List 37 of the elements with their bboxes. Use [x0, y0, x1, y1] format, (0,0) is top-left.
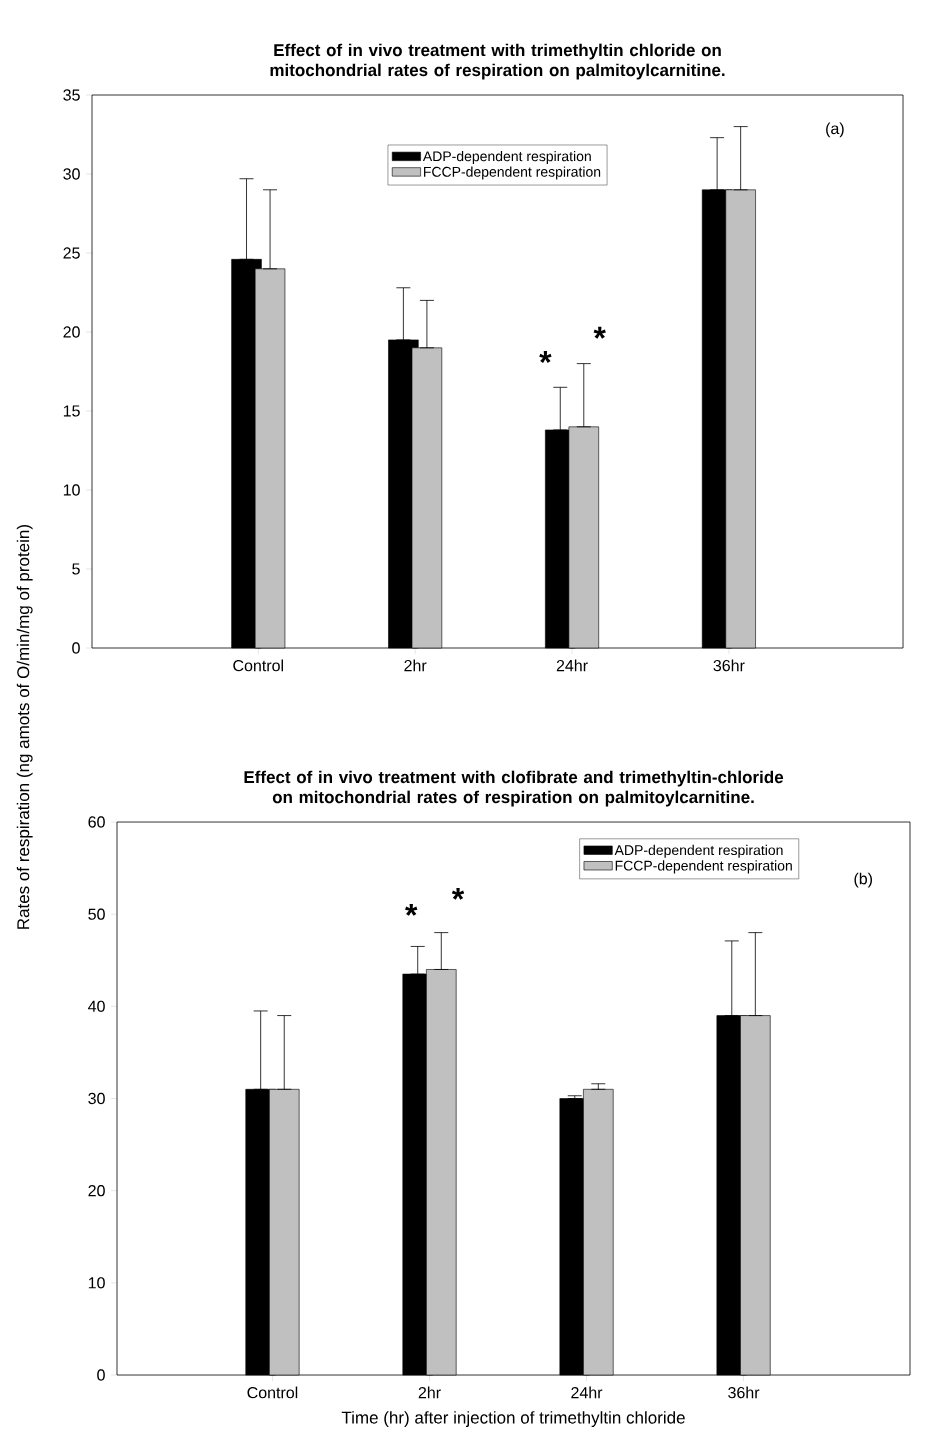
y-tick-label: 20	[63, 326, 80, 338]
y-tick-label: 60	[88, 816, 105, 828]
y-tick-label: 10	[88, 1277, 105, 1289]
x-tick-label: 2hr	[418, 1386, 441, 1399]
y-tick-label: 5	[72, 563, 80, 575]
y-tick-label: 0	[97, 1369, 105, 1381]
legend-label: FCCP-dependent respiration	[424, 166, 601, 180]
y-tick-label: 30	[63, 168, 80, 180]
annotation: (b)	[854, 872, 873, 888]
legend-label: ADP-dependent respiration	[422, 150, 591, 165]
x-tick-label: Control	[233, 659, 283, 672]
annotation: *	[451, 887, 465, 900]
x-tick-label: 36hr	[713, 659, 745, 672]
x-axis-title: Time (hr) after injection of trimethyltin chloride	[341, 1411, 685, 1428]
legend-label: ADP-dependent respiration	[614, 844, 783, 858]
y-tick-label: 0	[72, 642, 80, 654]
chart-title: Effect of in vivo treatment with trimethyltin chloride on mitochondrial rates of respiration on palmitoylcarnitine.	[270, 43, 725, 80]
y-axis-title: Rates of respiration (ng amots of O/min/mg of protein)	[16, 525, 33, 929]
x-tick-label: Control	[247, 1386, 298, 1399]
y-tick-label: 50	[88, 908, 105, 920]
annotation: *	[405, 903, 418, 916]
legend-label: FCCP-dependent respiration	[615, 860, 792, 874]
y-tick-label: 30	[88, 1092, 105, 1105]
x-tick-label: 24hr	[556, 659, 588, 672]
y-tick-label: 20	[88, 1185, 105, 1197]
y-tick-label: 35	[63, 89, 80, 101]
annotation: (a)	[826, 122, 844, 138]
y-tick-label: 40	[88, 1000, 105, 1013]
x-tick-label: 36hr	[728, 1386, 760, 1399]
chart-title: Effect of in vivo treatment with clofibrate and trimethyltin-chloride on mitochondrial rates of respiration on palmitoylcarnitine.	[244, 770, 784, 807]
y-tick-label: 10	[63, 484, 80, 496]
annotation: *	[593, 326, 606, 339]
x-tick-label: 24hr	[571, 1386, 603, 1399]
x-tick-label: 2hr	[404, 659, 427, 672]
annotation: *	[539, 351, 552, 364]
y-tick-label: 15	[63, 405, 80, 417]
y-tick-label: 25	[63, 247, 80, 259]
